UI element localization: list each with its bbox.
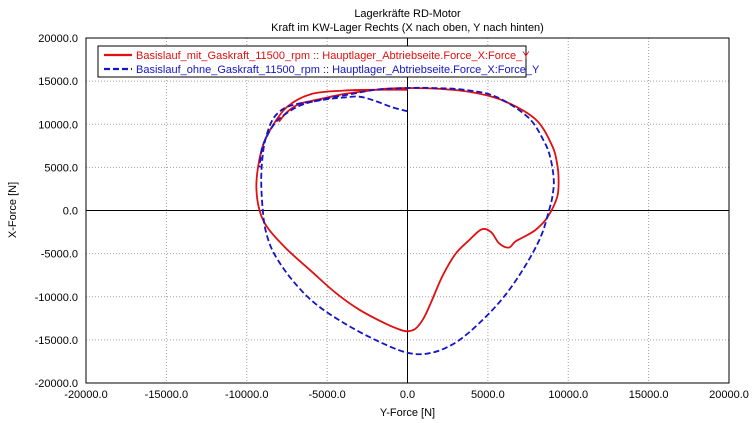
y-tick-label: -10000.0: [35, 292, 78, 304]
y-tick-label: 5000.0: [44, 162, 78, 174]
y-axis-label: X-Force [N]: [7, 182, 19, 238]
x-tick-label: 10000.0: [548, 389, 588, 401]
x-tick-label: 20000.0: [709, 389, 749, 401]
y-tick-label: 15000.0: [38, 76, 78, 88]
x-tick-label: -20000.0: [64, 389, 107, 401]
x-tick-label: 0.0: [400, 389, 415, 401]
chart-title: Lagerkräfte RD-Motor: [354, 8, 461, 20]
series-lines: [255, 86, 560, 356]
x-axis-label: Y-Force [N]: [380, 407, 435, 419]
x-tick-labels: -20000.0 -15000.0 -10000.0 -5000.0 0.0 5000.0…: [64, 389, 749, 401]
legend: Basislauf_mit_Gaskraft_11500_rpm :: Haup…: [97, 45, 540, 78]
zero-lines: [86, 38, 729, 383]
legend-box: [97, 45, 527, 78]
chart-subtitle: Kraft im KW-Lager Rechts (X nach oben, Y…: [271, 22, 544, 34]
series-line-1: [258, 86, 555, 356]
y-tick-label: -5000.0: [41, 249, 78, 261]
y-tick-label: 20000.0: [38, 33, 78, 45]
y-tick-label: -15000.0: [35, 335, 78, 347]
legend-entry-series-1: Basislauf_ohne_Gaskraft_11500_rpm :: Hau…: [136, 64, 540, 76]
legend-entry-series-0: Basislauf_mit_Gaskraft_11500_rpm :: Haup…: [136, 50, 530, 62]
y-tick-labels: 20000.0 15000.0 10000.0 5000.0 0.0 -5000.0 -10…: [35, 33, 78, 390]
x-tick-label: -15000.0: [145, 389, 188, 401]
x-tick-label: 15000.0: [629, 389, 669, 401]
plot-frame: [85, 37, 730, 384]
x-tick-label: -10000.0: [225, 389, 268, 401]
x-tick-label: -5000.0: [308, 389, 345, 401]
y-tick-label: 10000.0: [38, 119, 78, 131]
y-tick-label: -20000.0: [35, 378, 78, 390]
x-tick-label: 5000.0: [471, 389, 505, 401]
y-tick-label: 0.0: [63, 206, 78, 218]
